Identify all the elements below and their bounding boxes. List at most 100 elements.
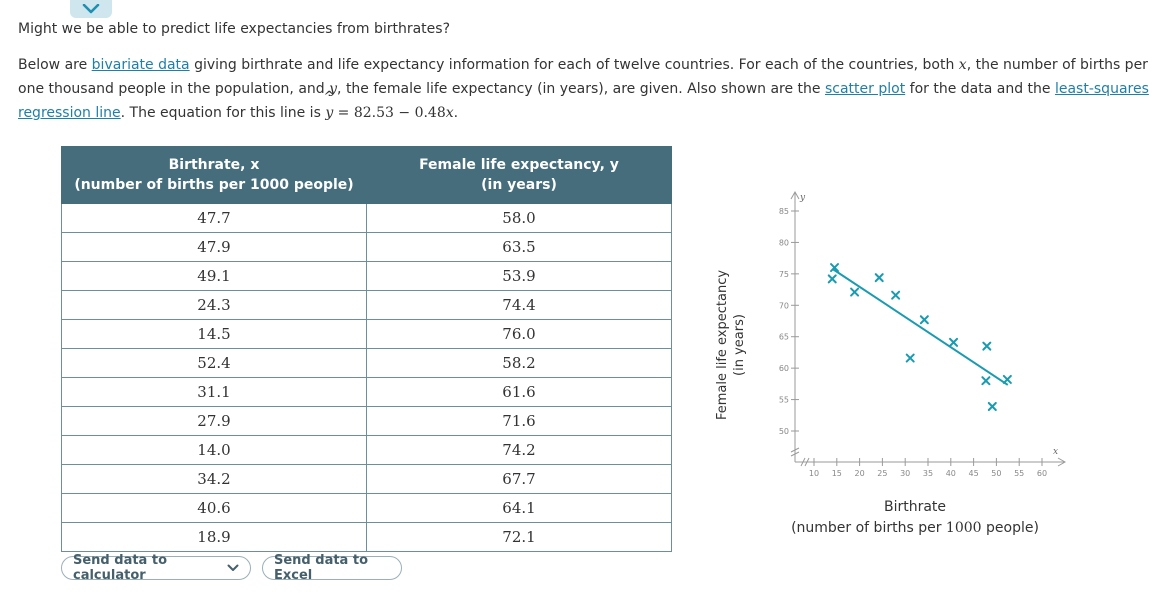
birthrate-cell: 47.7 bbox=[61, 203, 367, 233]
table-row: 14.5 76.0 bbox=[61, 319, 672, 349]
chevron-down-icon bbox=[82, 4, 100, 14]
data-point bbox=[905, 353, 915, 363]
header-birthrate: Birthrate, x (number of births per 1000 … bbox=[61, 146, 367, 204]
birthrate-cell: 27.9 bbox=[61, 406, 367, 436]
equation-x: x bbox=[445, 105, 454, 121]
text-segment: , the number of births per one thousand … bbox=[18, 57, 1148, 97]
x-axis-label-line2: (number of births per 1000 people) bbox=[765, 518, 1065, 539]
table-row: 47.9 63.5 bbox=[61, 232, 672, 262]
y-axis-break-mark bbox=[790, 451, 800, 457]
send-to-excel-button[interactable]: Send data to Excel bbox=[262, 553, 402, 583]
x-tick-label: 60 bbox=[1037, 469, 1047, 478]
data-point bbox=[827, 274, 837, 284]
data-point bbox=[982, 341, 992, 351]
data-point bbox=[981, 376, 991, 386]
x-variable: x bbox=[958, 57, 967, 73]
scatter-plot: x y 10 15 20 25 30 35 40 45 50 55 60 50 55 60 65 70 75 80 85 bbox=[779, 190, 1067, 478]
birthrate-cell: 31.1 bbox=[61, 377, 367, 407]
birthrate-cell: 24.3 bbox=[61, 290, 367, 320]
regression-equation: ^ y = 82.53 − 0.48x bbox=[323, 89, 454, 121]
bivariate-data-link[interactable]: bivariate data bbox=[91, 57, 190, 73]
x-axis-variable: x bbox=[1053, 447, 1058, 457]
data-point bbox=[891, 290, 901, 300]
y-tick-label: 75 bbox=[779, 270, 789, 279]
text-segment: giving birthrate and life expectancy inf… bbox=[189, 57, 959, 73]
x-axis-arrow bbox=[1057, 457, 1067, 467]
life-expectancy-cell: 74.4 bbox=[366, 290, 672, 320]
y-hat-letter: y bbox=[325, 105, 334, 121]
x-axis-break-mark bbox=[800, 457, 806, 467]
x-axis-label-part: (number of births per bbox=[791, 520, 946, 536]
x-axis-label-part: people) bbox=[981, 520, 1039, 536]
table-header-row: Birthrate, x (number of births per 1000 … bbox=[61, 146, 672, 204]
collapse-toggle[interactable] bbox=[70, 0, 112, 18]
x-tick-label: 30 bbox=[900, 469, 910, 478]
header-line: Birthrate, x bbox=[168, 157, 260, 173]
birthrate-cell: 14.5 bbox=[61, 319, 367, 349]
header-line: (number of births per 1000 people) bbox=[74, 177, 354, 193]
header-line: (in years) bbox=[481, 177, 557, 193]
table-row: 52.4 58.2 bbox=[61, 348, 672, 378]
data-point bbox=[850, 287, 860, 297]
text-segment: . bbox=[453, 105, 459, 121]
table-row: 31.1 61.6 bbox=[61, 377, 672, 407]
table-row: 18.9 72.1 bbox=[61, 522, 672, 552]
least-squares-regression-link[interactable]: least-squares regression line bbox=[18, 81, 1149, 121]
life-expectancy-cell: 53.9 bbox=[366, 261, 672, 291]
life-expectancy-cell: 71.6 bbox=[366, 406, 672, 436]
header-line: Female life expectancy, y bbox=[419, 157, 619, 173]
chevron-down-icon bbox=[227, 561, 239, 576]
x-tick-label: 20 bbox=[855, 469, 865, 478]
data-point bbox=[987, 401, 997, 411]
x-axis-label-line1: Birthrate bbox=[883, 499, 947, 515]
regression-line bbox=[831, 267, 1009, 386]
table-row: 27.9 71.6 bbox=[61, 406, 672, 436]
life-expectancy-cell: 63.5 bbox=[366, 232, 672, 262]
birthrate-cell: 40.6 bbox=[61, 493, 367, 523]
table-row: 40.6 64.1 bbox=[61, 493, 672, 523]
text-segment: . The equation for this line is bbox=[120, 105, 326, 121]
life-expectancy-cell: 76.0 bbox=[366, 319, 672, 349]
life-expectancy-cell: 58.0 bbox=[366, 203, 672, 233]
x-tick-label: 40 bbox=[946, 469, 956, 478]
y-tick-label: 50 bbox=[779, 427, 789, 436]
life-expectancy-cell: 72.1 bbox=[366, 522, 672, 552]
x-tick-label: 10 bbox=[809, 469, 819, 478]
y-hat: ^ y bbox=[323, 89, 335, 125]
x-tick-label: 15 bbox=[832, 469, 842, 478]
x-axis-label: Birthrate (number of births per 1000 peo… bbox=[765, 497, 1065, 539]
x-axis-label-number: 1000 bbox=[945, 520, 982, 536]
life-expectancy-cell: 58.2 bbox=[366, 348, 672, 378]
birthrate-cell: 14.0 bbox=[61, 435, 367, 465]
y-tick-label: 60 bbox=[779, 364, 789, 373]
equation-rest: = 82.53 − 0.48 bbox=[333, 105, 446, 121]
table-row: 14.0 74.2 bbox=[61, 435, 672, 465]
birthrate-cell: 34.2 bbox=[61, 464, 367, 494]
table-row: 47.7 58.0 bbox=[61, 203, 672, 233]
life-expectancy-cell: 74.2 bbox=[366, 435, 672, 465]
x-tick-label: 55 bbox=[1014, 469, 1024, 478]
hat-symbol: ^ bbox=[323, 89, 336, 105]
y-tick-label: 80 bbox=[779, 238, 789, 247]
intro-question: Might we be able to predict life expecta… bbox=[18, 21, 451, 37]
birthrate-cell: 47.9 bbox=[61, 232, 367, 262]
life-expectancy-cell: 61.6 bbox=[366, 377, 672, 407]
life-expectancy-cell: 67.7 bbox=[366, 464, 672, 494]
table-row: 49.1 53.9 bbox=[61, 261, 672, 291]
y-axis-variable: y bbox=[799, 193, 806, 203]
life-expectancy-cell: 64.1 bbox=[366, 493, 672, 523]
text-segment: , the female life expectancy (in years),… bbox=[337, 81, 825, 97]
data-point bbox=[949, 337, 959, 347]
x-tick-label: 45 bbox=[969, 469, 979, 478]
y-tick-label: 85 bbox=[779, 207, 789, 216]
y-variable: y bbox=[329, 81, 338, 97]
data-point bbox=[919, 315, 929, 325]
y-axis-arrow bbox=[790, 190, 800, 200]
scatter-plot-link[interactable]: scatter plot bbox=[824, 81, 906, 97]
table-row: 34.2 67.7 bbox=[61, 464, 672, 494]
data-point bbox=[830, 263, 840, 273]
send-to-calculator-button[interactable]: Send data to calculator bbox=[61, 553, 251, 583]
table-row: 24.3 74.4 bbox=[61, 290, 672, 320]
text-segment: for the data and the bbox=[905, 81, 1055, 97]
y-tick-label: 65 bbox=[779, 333, 789, 342]
